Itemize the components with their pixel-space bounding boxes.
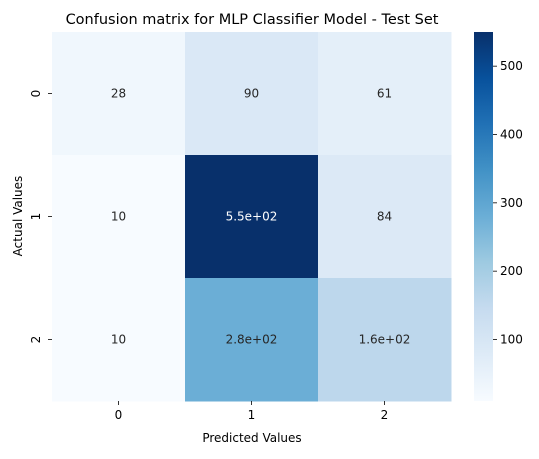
cell-label-2-2: 1.6e+02 [359,333,411,347]
heatmap-cell-1-2 [318,155,452,279]
colorbar: 100 200 300 400 500 [474,32,523,401]
colorbar-ticks: 100 200 300 400 500 [493,59,523,347]
y-tick-label-1: 1 [29,213,43,221]
x-axis-label: Predicted Values [202,431,301,445]
x-axis-ticks: 0 1 2 [115,401,389,422]
x-tick-label-0: 0 [115,408,123,422]
colorbar-gradient [474,32,493,401]
cell-label-0-1: 90 [244,87,259,101]
colorbar-tick-label-500: 500 [500,59,523,73]
y-axis-ticks: 0 1 2 [29,90,52,344]
cell-label-0-2: 61 [377,87,392,101]
heatmap-cell-2-1 [185,278,319,402]
heatmap-cell-2-2 [318,278,452,402]
heatmap-cell-2-0 [52,278,186,402]
heatmap-cell-0-2 [318,32,452,156]
cell-label-2-0: 10 [111,333,126,347]
heatmap-cell-1-0 [52,155,186,279]
x-tick-label-1: 1 [248,408,256,422]
cell-label-1-1: 5.5e+02 [226,210,278,224]
y-axis-label: Actual Values [11,176,25,257]
colorbar-tick-label-400: 400 [500,128,523,142]
colorbar-tick-label-300: 300 [500,196,523,210]
cell-label-0-0: 28 [111,87,126,101]
colorbar-tick-label-200: 200 [500,264,523,278]
cell-label-2-1: 2.8e+02 [226,333,278,347]
heatmap-cell-1-1 [185,155,319,279]
y-tick-label-2: 2 [29,336,43,344]
heatmap-cell-labels: 28 90 61 10 5.5e+02 84 10 2.8e+02 1.6e+02 [111,87,411,347]
heatmap-cell-0-0 [52,32,186,156]
cell-label-1-0: 10 [111,210,126,224]
heatmap-cells [52,32,452,402]
y-tick-label-0: 0 [29,90,43,98]
colorbar-tick-label-100: 100 [500,333,523,347]
chart-title: Confusion matrix for MLP Classifier Mode… [66,12,439,28]
cell-label-1-2: 84 [377,210,392,224]
heatmap-cell-0-1 [185,32,319,156]
x-tick-label-2: 2 [381,408,389,422]
